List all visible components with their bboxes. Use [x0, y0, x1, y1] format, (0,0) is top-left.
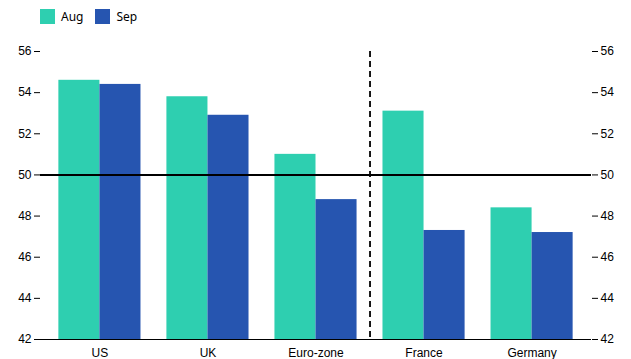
svg-text:Germany: Germany — [507, 346, 556, 359]
svg-text:56: 56 — [601, 44, 615, 58]
svg-text:42: 42 — [601, 332, 615, 346]
svg-text:42: 42 — [18, 332, 32, 346]
svg-text:Euro-zone: Euro-zone — [288, 346, 344, 359]
svg-text:44: 44 — [18, 291, 32, 305]
svg-text:56: 56 — [18, 44, 32, 58]
svg-text:46: 46 — [18, 250, 32, 264]
html-text:Sep: Sep — [116, 8, 138, 25]
svg-text:46: 46 — [601, 250, 615, 264]
svg-text:52: 52 — [601, 127, 615, 141]
svg-text:48: 48 — [601, 209, 615, 223]
svg-text:52: 52 — [18, 127, 32, 141]
svg-text:54: 54 — [601, 85, 615, 99]
svg-text:50: 50 — [18, 168, 32, 182]
svg-text:UK: UK — [200, 346, 217, 359]
svg-text:France: France — [405, 346, 443, 359]
svg-text:44: 44 — [601, 291, 615, 305]
svg-text:US: US — [92, 346, 109, 359]
html-text:Aug: Aug — [61, 8, 84, 25]
svg-text:50: 50 — [601, 168, 615, 182]
svg-text:48: 48 — [18, 209, 32, 223]
svg-text:54: 54 — [18, 85, 32, 99]
